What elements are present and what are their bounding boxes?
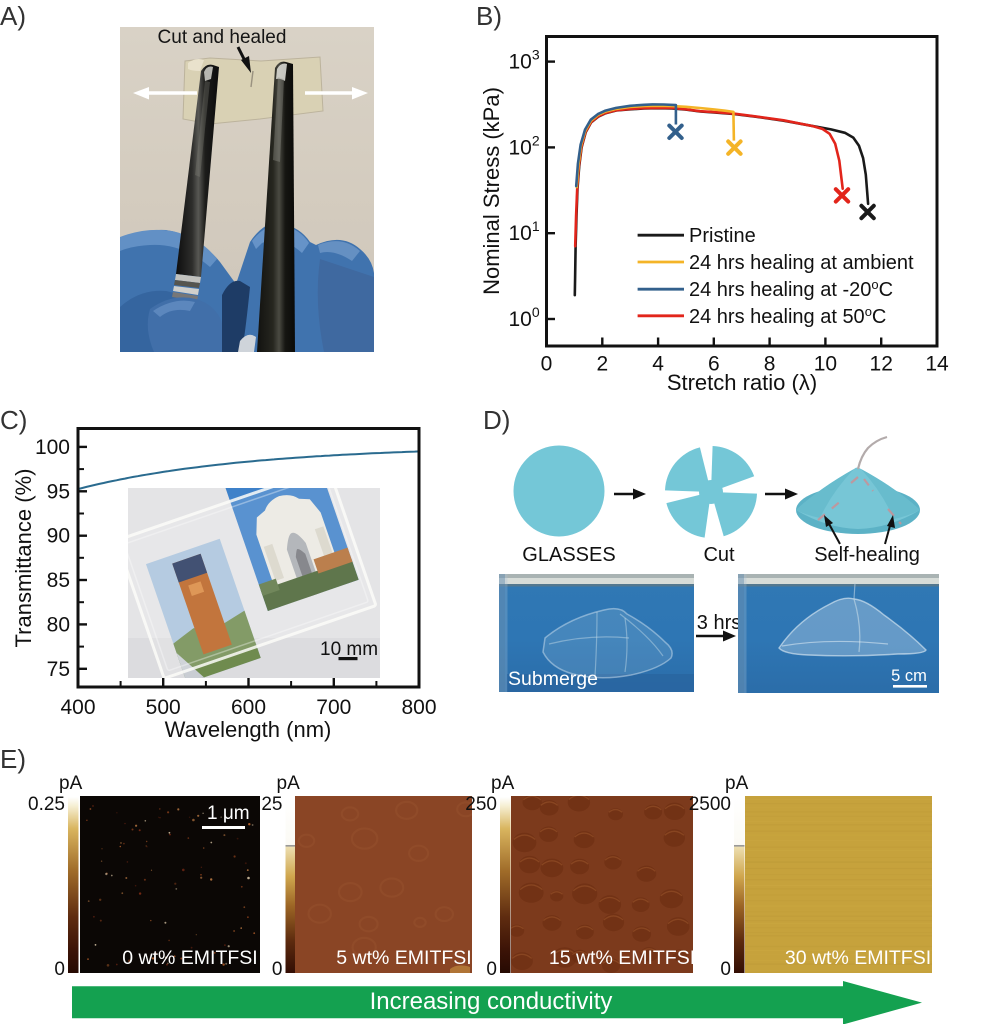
svg-text:24 hrs healing at 50oC: 24 hrs healing at 50oC: [689, 304, 886, 328]
svg-text:500: 500: [146, 696, 181, 719]
svg-text:250: 250: [465, 794, 497, 815]
svg-text:4: 4: [652, 353, 664, 376]
svg-text:Increasing conductivity: Increasing conductivity: [370, 988, 613, 1015]
svg-text:0: 0: [486, 959, 497, 980]
svg-text:103: 103: [509, 47, 540, 74]
svg-text:2500: 2500: [689, 794, 731, 815]
svg-text:95: 95: [47, 480, 70, 503]
svg-text:90: 90: [47, 525, 70, 548]
svg-text:6: 6: [708, 353, 720, 376]
svg-text:0: 0: [541, 353, 553, 376]
svg-text:30 wt% EMITFSI: 30 wt% EMITFSI: [785, 947, 931, 969]
svg-text:100: 100: [35, 436, 70, 459]
svg-text:Nominal Stress (kPa): Nominal Stress (kPa): [479, 87, 504, 295]
svg-text:pA: pA: [277, 773, 301, 794]
svg-text:Wavelength (nm): Wavelength (nm): [165, 717, 332, 742]
svg-text:2: 2: [596, 353, 608, 376]
svg-text:3 hrs: 3 hrs: [697, 612, 741, 634]
svg-text:24 hrs healing at -20oC: 24 hrs healing at -20oC: [689, 277, 893, 301]
svg-text:400: 400: [60, 696, 95, 719]
svg-text:700: 700: [316, 696, 351, 719]
svg-text:5 wt% EMITFSI: 5 wt% EMITFSI: [336, 947, 471, 969]
svg-text:100: 100: [509, 304, 540, 331]
svg-text:10: 10: [814, 353, 837, 376]
svg-text:0.25: 0.25: [28, 794, 65, 815]
svg-text:12: 12: [870, 353, 893, 376]
svg-text:0: 0: [720, 959, 731, 980]
svg-text:0: 0: [272, 959, 283, 980]
svg-text:75: 75: [47, 658, 70, 681]
svg-text:0: 0: [54, 959, 65, 980]
svg-text:10 mm: 10 mm: [320, 639, 378, 660]
svg-text:24 hrs healing at ambient: 24 hrs healing at ambient: [689, 252, 914, 274]
svg-text:25: 25: [261, 794, 282, 815]
svg-text:Cut: Cut: [703, 544, 735, 566]
svg-text:pA: pA: [725, 773, 749, 794]
svg-text:15 wt% EMITFSI: 15 wt% EMITFSI: [549, 947, 695, 969]
svg-text:Submerge: Submerge: [508, 668, 598, 690]
svg-text:Self-healing: Self-healing: [814, 544, 920, 566]
svg-text:Cut and healed: Cut and healed: [158, 27, 287, 48]
svg-text:800: 800: [401, 696, 436, 719]
svg-text:Stretch ratio (λ): Stretch ratio (λ): [667, 370, 817, 395]
svg-text:101: 101: [509, 218, 540, 245]
svg-text:8: 8: [764, 353, 776, 376]
svg-text:5 cm: 5 cm: [891, 667, 927, 685]
svg-text:80: 80: [47, 613, 70, 636]
svg-text:Pristine: Pristine: [689, 225, 756, 247]
svg-text:600: 600: [231, 696, 266, 719]
svg-text:102: 102: [509, 132, 540, 159]
svg-text:1 μm: 1 μm: [207, 803, 250, 824]
svg-text:pA: pA: [491, 773, 515, 794]
svg-text:GLASSES: GLASSES: [522, 544, 615, 566]
svg-text:Transmittance (%): Transmittance (%): [11, 469, 36, 648]
svg-text:85: 85: [47, 569, 70, 592]
svg-text:14: 14: [925, 353, 949, 376]
svg-text:pA: pA: [59, 773, 83, 794]
svg-text:0 wt% EMITFSI: 0 wt% EMITFSI: [122, 947, 257, 969]
